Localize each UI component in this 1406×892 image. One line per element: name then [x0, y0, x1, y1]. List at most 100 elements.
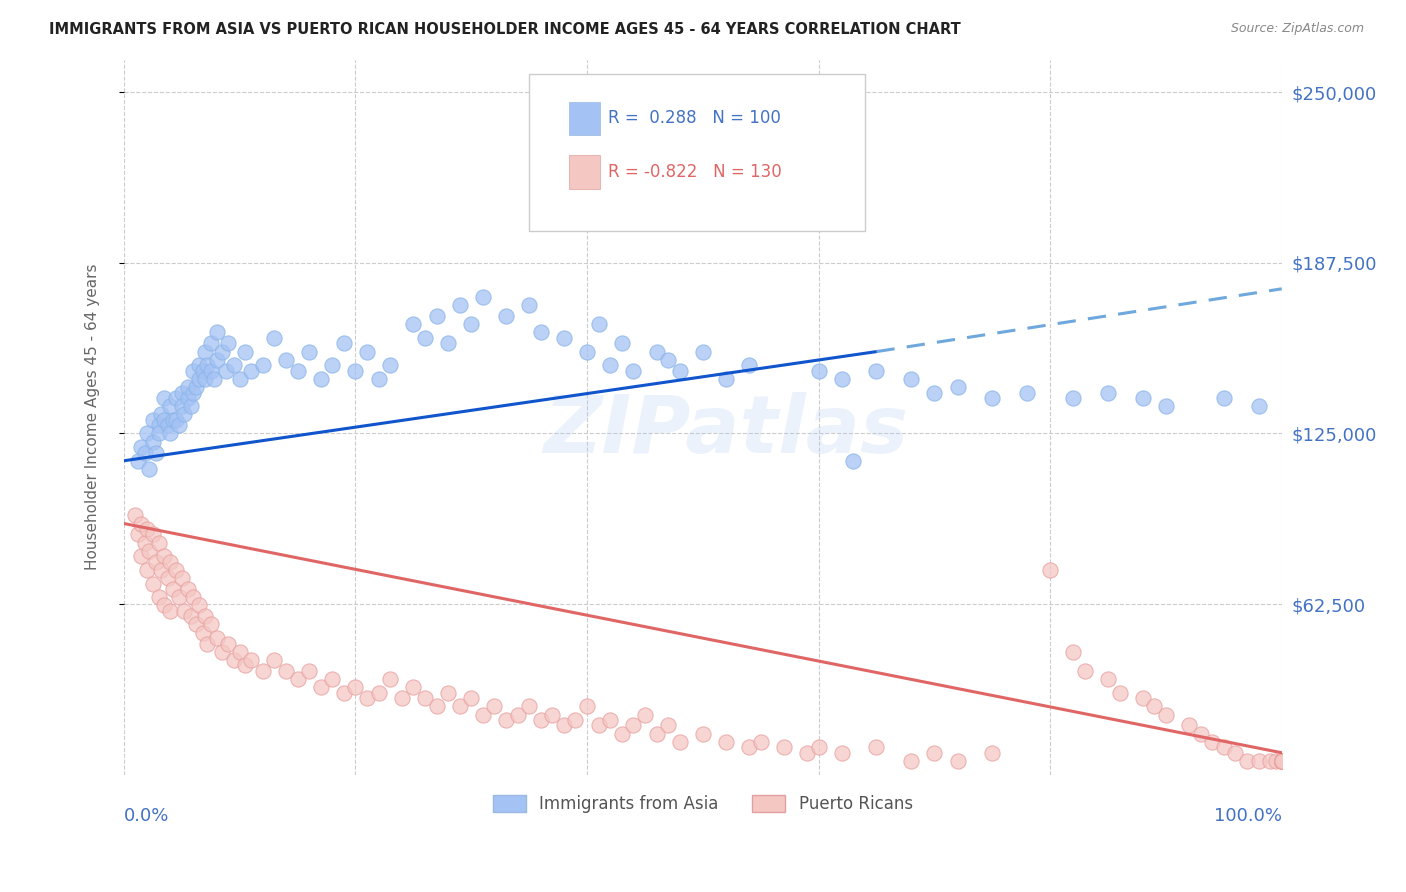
- Point: [1271, 754, 1294, 768]
- Point: [1212, 391, 1234, 405]
- Point: [807, 364, 830, 378]
- Point: [1271, 754, 1294, 768]
- Point: [195, 358, 218, 372]
- Point: [1097, 385, 1119, 400]
- FancyBboxPatch shape: [568, 155, 600, 189]
- Point: [145, 555, 167, 569]
- Point: [159, 555, 181, 569]
- Point: [200, 336, 222, 351]
- Point: [134, 445, 156, 459]
- Point: [165, 391, 187, 405]
- Point: [506, 707, 529, 722]
- Point: [621, 718, 644, 732]
- Point: [148, 535, 170, 549]
- Legend: Immigrants from Asia, Puerto Ricans: Immigrants from Asia, Puerto Ricans: [486, 789, 920, 820]
- Point: [263, 331, 285, 345]
- Point: [321, 358, 343, 372]
- Point: [1271, 754, 1294, 768]
- Point: [553, 331, 575, 345]
- Point: [183, 385, 205, 400]
- Point: [692, 344, 714, 359]
- Point: [367, 686, 389, 700]
- Point: [333, 686, 356, 700]
- Point: [1154, 399, 1177, 413]
- Point: [1271, 754, 1294, 768]
- Point: [425, 699, 447, 714]
- Point: [200, 617, 222, 632]
- Text: IMMIGRANTS FROM ASIA VS PUERTO RICAN HOUSEHOLDER INCOME AGES 45 - 64 YEARS CORRE: IMMIGRANTS FROM ASIA VS PUERTO RICAN HOU…: [49, 22, 960, 37]
- Point: [749, 735, 772, 749]
- Point: [153, 599, 176, 613]
- Point: [981, 746, 1004, 760]
- Point: [1271, 754, 1294, 768]
- Point: [159, 399, 181, 413]
- Point: [215, 364, 238, 378]
- Point: [1271, 754, 1294, 768]
- Point: [184, 380, 207, 394]
- Point: [176, 391, 198, 405]
- Point: [188, 372, 211, 386]
- Point: [495, 713, 517, 727]
- Point: [194, 609, 217, 624]
- Point: [356, 691, 378, 706]
- Point: [211, 344, 233, 359]
- Point: [831, 372, 853, 386]
- Point: [1264, 754, 1286, 768]
- Point: [127, 527, 149, 541]
- Text: ZIPatlas: ZIPatlas: [544, 392, 908, 470]
- Point: [176, 380, 198, 394]
- Point: [149, 563, 172, 577]
- Point: [1143, 699, 1166, 714]
- Point: [205, 326, 228, 340]
- Point: [714, 372, 737, 386]
- Point: [1132, 391, 1154, 405]
- Point: [142, 434, 165, 449]
- Point: [1062, 645, 1084, 659]
- Point: [657, 352, 679, 367]
- Text: 0.0%: 0.0%: [124, 806, 169, 825]
- Point: [831, 746, 853, 760]
- Point: [1271, 754, 1294, 768]
- Point: [188, 599, 211, 613]
- Point: [738, 740, 761, 755]
- Point: [136, 426, 159, 441]
- Point: [252, 664, 274, 678]
- Point: [946, 754, 969, 768]
- Point: [599, 358, 621, 372]
- Point: [165, 563, 187, 577]
- Point: [148, 418, 170, 433]
- Point: [235, 344, 257, 359]
- Point: [344, 680, 367, 694]
- Point: [127, 454, 149, 468]
- Point: [460, 318, 482, 332]
- Point: [149, 408, 172, 422]
- Point: [176, 582, 198, 596]
- Point: [162, 413, 184, 427]
- Point: [530, 713, 553, 727]
- Point: [153, 549, 176, 564]
- Point: [148, 590, 170, 604]
- Point: [138, 543, 160, 558]
- Point: [191, 364, 214, 378]
- Point: [217, 637, 239, 651]
- Point: [576, 344, 599, 359]
- Point: [153, 391, 176, 405]
- Point: [517, 699, 540, 714]
- Point: [356, 344, 378, 359]
- Point: [170, 571, 193, 585]
- Point: [1247, 399, 1270, 413]
- Point: [1271, 754, 1294, 768]
- Point: [222, 358, 245, 372]
- Point: [228, 372, 250, 386]
- Point: [865, 364, 887, 378]
- Point: [1271, 754, 1294, 768]
- Point: [1271, 754, 1294, 768]
- Point: [610, 336, 633, 351]
- Text: R =  0.288   N = 100: R = 0.288 N = 100: [607, 109, 780, 128]
- Point: [321, 672, 343, 686]
- Point: [183, 590, 205, 604]
- Point: [156, 571, 179, 585]
- Point: [134, 535, 156, 549]
- Point: [274, 664, 297, 678]
- Point: [1039, 563, 1062, 577]
